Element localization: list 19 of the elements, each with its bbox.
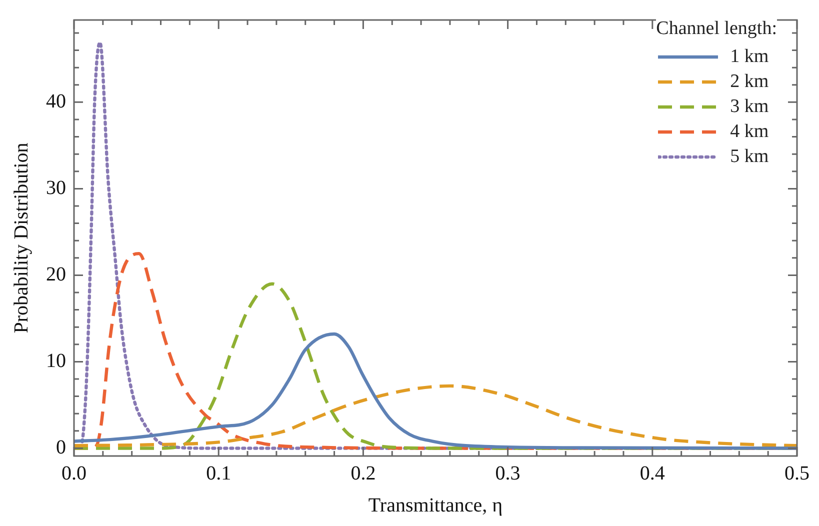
y-tick-label: 0 — [56, 436, 66, 458]
y-tick-label: 20 — [46, 263, 66, 286]
legend-title: Channel length: — [656, 18, 777, 40]
legend-label: 3 km — [730, 96, 769, 118]
y-axis-title: Probability Distribution — [10, 142, 32, 334]
legend-label: 1 km — [730, 46, 769, 68]
x-tick-label: 0.2 — [350, 462, 376, 484]
legend-label: 2 km — [730, 70, 769, 92]
x-tick-label: 0.3 — [495, 462, 520, 484]
x-tick-label: 0.5 — [784, 462, 810, 484]
legend-label: 4 km — [730, 120, 769, 142]
x-tick-label: 0.1 — [206, 462, 232, 484]
x-axis-title: Transmittance, η — [368, 494, 503, 516]
x-tick-label: 0.0 — [62, 462, 86, 484]
y-tick-label: 40 — [46, 90, 66, 112]
legend-label: 5 km — [730, 146, 769, 168]
x-tick-label: 0.4 — [640, 462, 665, 484]
y-tick-label: 10 — [46, 350, 66, 372]
y-tick-label: 30 — [46, 176, 66, 199]
